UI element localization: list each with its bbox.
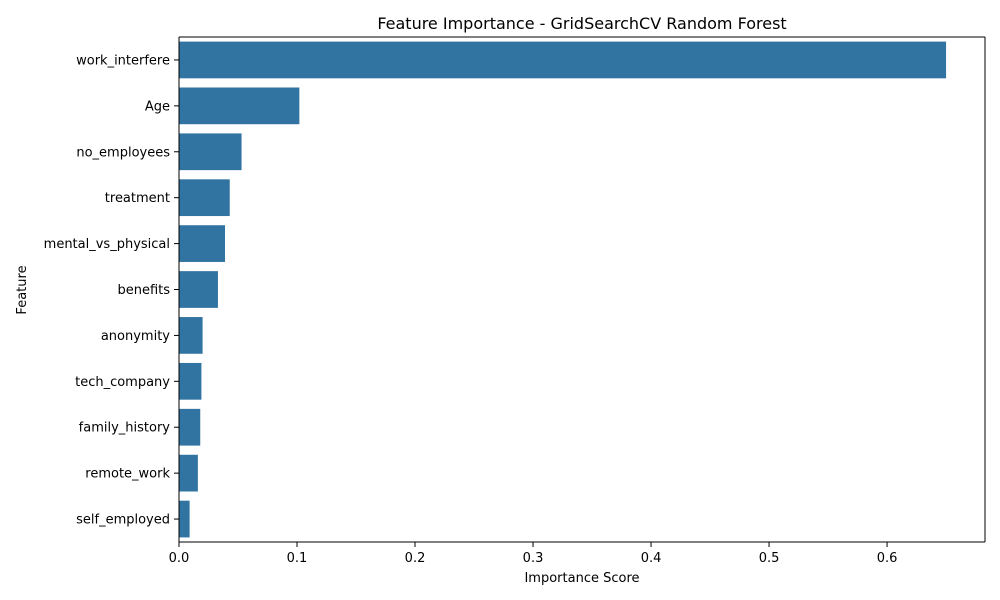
y-axis-label: Feature — [15, 265, 30, 314]
y-tick-label: treatment — [105, 191, 170, 206]
x-tick-label: 0.5 — [759, 551, 780, 566]
y-tick-label: tech_company — [75, 375, 170, 390]
x-axis-label: Importance Score — [524, 571, 639, 586]
x-tick-label: 0.0 — [169, 551, 190, 566]
x-tick-label: 0.1 — [287, 551, 308, 566]
bars-layer — [179, 41, 947, 538]
y-tick-label: work_interfere — [76, 53, 170, 68]
y-tick-label: remote_work — [85, 467, 170, 482]
y-tick-label: benefits — [117, 283, 170, 298]
bar-remote_work — [179, 454, 198, 492]
bar-Age — [179, 87, 300, 125]
axis-spines — [178, 36, 986, 543]
x-tick-label: 0.3 — [523, 551, 544, 566]
y-tick-label: self_employed — [76, 513, 170, 528]
bar-no_employees — [179, 133, 242, 171]
bar-work_interfere — [179, 41, 947, 79]
x-tick-label: 0.6 — [877, 551, 898, 566]
chart-title: Feature Importance - GridSearchCV Random… — [377, 14, 786, 33]
bar-anonymity — [179, 317, 203, 354]
x-tick-label: 0.4 — [641, 551, 662, 566]
y-tick-label: Age — [145, 99, 170, 114]
bar-treatment — [179, 179, 230, 217]
x-axis-ticks: 0.0 0.1 0.2 0.3 0.4 0.5 0.6 — [169, 542, 898, 566]
y-tick-label: anonymity — [101, 329, 170, 344]
bar-family_history — [179, 408, 201, 446]
bar-self_employed — [179, 500, 190, 538]
x-tick-label: 0.2 — [405, 551, 426, 566]
y-tick-label: family_history — [79, 421, 171, 436]
y-tick-label: no_employees — [76, 145, 170, 160]
bar-mental_vs_physical — [179, 225, 226, 262]
y-axis-ticks: work_interfere Age no_employees treatment me… — [44, 53, 179, 528]
y-tick-label: mental_vs_physical — [44, 237, 170, 252]
bar-tech_company — [179, 362, 202, 400]
bar-benefits — [179, 271, 218, 308]
